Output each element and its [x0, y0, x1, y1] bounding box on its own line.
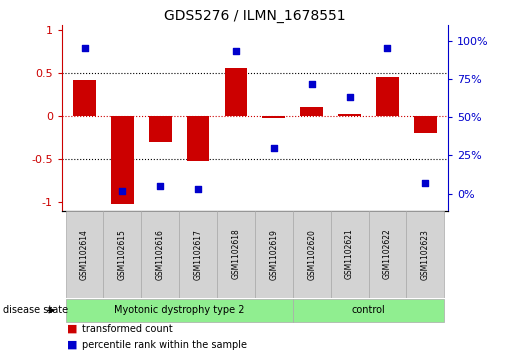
- Bar: [414, 116, 437, 133]
- Text: GSM1102620: GSM1102620: [307, 229, 316, 280]
- Bar: [149, 116, 171, 142]
- Bar: [141, 211, 179, 298]
- Bar: [331, 211, 369, 298]
- Text: Myotonic dystrophy type 2: Myotonic dystrophy type 2: [114, 305, 245, 315]
- Text: GSM1102615: GSM1102615: [118, 229, 127, 280]
- Text: control: control: [352, 305, 385, 315]
- Bar: [338, 114, 361, 116]
- Bar: [65, 211, 104, 298]
- Bar: [406, 211, 444, 298]
- Bar: [104, 211, 141, 298]
- Point: [156, 183, 164, 189]
- Bar: [293, 211, 331, 298]
- Bar: [300, 107, 323, 116]
- Point: [232, 49, 240, 54]
- Point: [307, 81, 316, 86]
- Text: transformed count: transformed count: [82, 323, 173, 334]
- Title: GDS5276 / ILMN_1678551: GDS5276 / ILMN_1678551: [164, 9, 346, 23]
- Bar: [369, 211, 406, 298]
- Bar: [255, 211, 293, 298]
- Bar: [225, 69, 247, 116]
- Bar: [65, 299, 293, 322]
- Point: [383, 45, 391, 51]
- Point: [421, 180, 430, 186]
- Bar: [263, 116, 285, 118]
- Point: [270, 145, 278, 151]
- Text: GSM1102618: GSM1102618: [231, 229, 241, 280]
- Text: GSM1102614: GSM1102614: [80, 229, 89, 280]
- Point: [346, 94, 354, 100]
- Text: ■: ■: [67, 323, 77, 334]
- Bar: [73, 79, 96, 116]
- Text: GSM1102623: GSM1102623: [421, 229, 430, 280]
- Text: GSM1102617: GSM1102617: [194, 229, 202, 280]
- Text: GSM1102621: GSM1102621: [345, 229, 354, 280]
- Text: GSM1102619: GSM1102619: [269, 229, 279, 280]
- Bar: [111, 116, 134, 204]
- Point: [80, 45, 89, 51]
- Bar: [376, 77, 399, 116]
- Bar: [187, 116, 210, 160]
- Point: [194, 186, 202, 192]
- Text: ■: ■: [67, 340, 77, 350]
- Text: percentile rank within the sample: percentile rank within the sample: [82, 340, 247, 350]
- Bar: [179, 211, 217, 298]
- Point: [118, 188, 127, 193]
- Text: GSM1102622: GSM1102622: [383, 229, 392, 280]
- Bar: [293, 299, 444, 322]
- Text: GSM1102616: GSM1102616: [156, 229, 165, 280]
- Text: disease state: disease state: [3, 305, 67, 315]
- Bar: [217, 211, 255, 298]
